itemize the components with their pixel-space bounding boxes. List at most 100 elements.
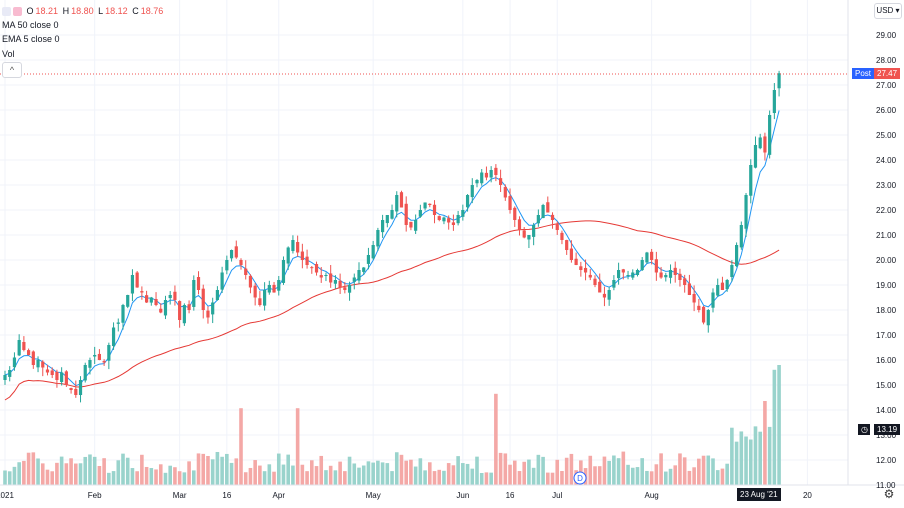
candle-body xyxy=(777,73,781,89)
post-label-badge: Post xyxy=(852,68,875,79)
volume-bar xyxy=(546,472,550,485)
volume-bar xyxy=(645,470,649,485)
candle-body xyxy=(678,273,682,280)
candle-body xyxy=(484,172,489,178)
candle-body xyxy=(475,180,479,184)
price-tick-label: 11.00 xyxy=(876,481,896,490)
eye-icon[interactable] xyxy=(2,7,11,17)
candle-body xyxy=(645,252,649,263)
candle-body xyxy=(673,267,677,275)
volume-bar xyxy=(69,458,73,485)
candle-body xyxy=(145,295,149,303)
volume-bar xyxy=(744,436,748,485)
candle-body xyxy=(744,195,748,229)
candle-body xyxy=(451,222,455,225)
candle-body xyxy=(385,215,389,224)
candle-body xyxy=(291,240,295,252)
volume-bar xyxy=(140,454,144,485)
ema-legend[interactable]: EMA 5 close 0 xyxy=(2,34,60,44)
candle-body xyxy=(716,285,720,296)
volume-bar xyxy=(701,455,706,485)
price-tick-label: 18.00 xyxy=(876,306,897,315)
volume-bar xyxy=(210,459,215,485)
volume-bar xyxy=(3,470,7,485)
volume-bar xyxy=(229,462,234,485)
volume-bar xyxy=(687,470,692,485)
candle-body xyxy=(173,291,177,300)
volume-bar xyxy=(196,453,201,485)
volume-bar xyxy=(489,472,493,485)
volume-bar xyxy=(64,463,69,485)
candle-body xyxy=(319,275,323,278)
volume-bar xyxy=(357,467,361,485)
volume-bar xyxy=(243,472,248,485)
volume-bar xyxy=(107,472,111,485)
vol-legend[interactable]: Vol xyxy=(2,49,15,59)
volume-bar xyxy=(498,452,503,485)
candle-body xyxy=(215,290,219,301)
volume-bar xyxy=(182,472,187,485)
candle-body xyxy=(517,219,522,230)
candle-body xyxy=(267,285,271,293)
volume-bar xyxy=(758,431,762,485)
currency-button[interactable]: USD ▾ xyxy=(874,3,902,19)
price-tick-label: 23.00 xyxy=(876,181,897,190)
dividend-marker[interactable]: D xyxy=(573,471,587,485)
candle-body xyxy=(352,277,356,282)
volume-bar xyxy=(640,458,644,485)
collapse-legend-button[interactable]: ^ xyxy=(2,62,22,78)
volume-bar xyxy=(597,466,602,485)
candle-body xyxy=(546,202,550,213)
volume-bar xyxy=(295,408,300,485)
volume-bar xyxy=(649,471,654,485)
volume-bar xyxy=(343,471,347,485)
candle-body xyxy=(527,235,531,240)
volume-bar xyxy=(59,456,64,485)
candle-body xyxy=(725,280,729,290)
clock-icon[interactable]: ◷ xyxy=(858,424,870,435)
price-tick-label: 24.00 xyxy=(876,156,897,165)
candle-body xyxy=(102,361,106,363)
ma-legend[interactable]: MA 50 close 0 xyxy=(2,20,59,30)
volume-bar xyxy=(248,467,253,485)
candle-body xyxy=(12,357,17,368)
volume-bar xyxy=(234,458,239,485)
candle-body xyxy=(27,350,31,355)
volume-bar xyxy=(272,471,276,485)
candle-body xyxy=(532,225,536,237)
volume-bar xyxy=(385,463,390,485)
close-value: 18.76 xyxy=(140,6,164,16)
grid-lines xyxy=(0,0,848,486)
volume-bar xyxy=(730,427,734,485)
candle-body xyxy=(513,207,517,220)
volume-bar xyxy=(602,456,607,485)
volume-bar xyxy=(475,456,479,485)
candle-body xyxy=(668,270,673,278)
price-tick-label: 16.00 xyxy=(876,356,897,365)
candle-body xyxy=(414,220,418,231)
candle-body xyxy=(390,210,394,219)
settings-icon[interactable] xyxy=(13,7,22,17)
volume-bar xyxy=(527,459,531,485)
volume-bar xyxy=(7,471,12,485)
volume-bar xyxy=(324,470,328,485)
volume-bar xyxy=(508,464,512,485)
time-tick-label: 2021 xyxy=(0,491,14,500)
candle-body xyxy=(522,230,526,238)
candle-body xyxy=(149,297,153,303)
ema-5-line xyxy=(4,110,780,387)
candle-body xyxy=(631,272,635,278)
volume-bar xyxy=(706,455,711,485)
gear-icon[interactable]: ⚙ xyxy=(883,487,895,501)
volume-bar xyxy=(376,460,380,485)
candle-body xyxy=(159,308,163,313)
high-value: 18.80 xyxy=(71,6,94,16)
candle-body xyxy=(626,275,630,276)
volume-bar xyxy=(50,471,54,485)
volume-bar xyxy=(772,369,777,485)
candle-body xyxy=(135,272,139,288)
candle-body xyxy=(381,220,385,233)
volume-bar xyxy=(314,466,319,485)
candle-body xyxy=(536,215,540,224)
